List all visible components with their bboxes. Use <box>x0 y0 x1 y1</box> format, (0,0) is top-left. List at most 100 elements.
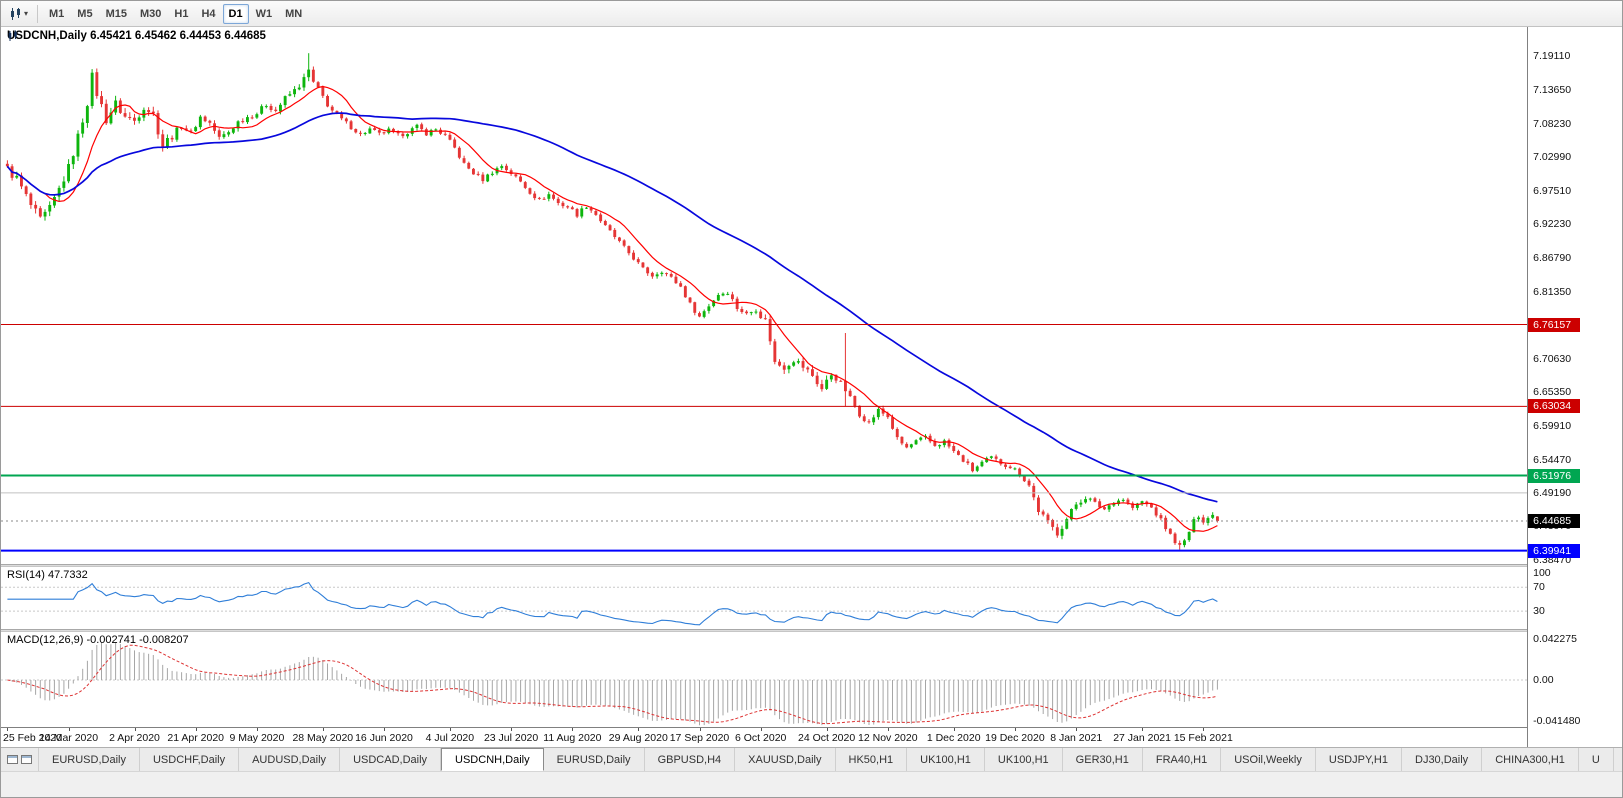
candle <box>1211 512 1215 520</box>
macd-panel[interactable]: MACD(12,26,9) -0.002741 -0.008207 <box>1 632 1528 727</box>
rsi-plot[interactable] <box>1 567 1528 629</box>
candle <box>241 118 245 124</box>
chart-title: USDCNH,Daily 6.45421 6.45462 6.44453 6.4… <box>7 30 266 42</box>
price-tick-label: 6.54470 <box>1533 453 1572 466</box>
date-tick <box>887 728 889 731</box>
date-tick <box>1076 728 1078 731</box>
date-label: 6 Oct 2020 <box>735 732 787 744</box>
candle <box>109 107 113 125</box>
macd-plot[interactable] <box>1 632 1528 727</box>
candlestick-plot[interactable] <box>1 27 1528 564</box>
tf-button-m5[interactable]: M5 <box>77 7 93 20</box>
candle <box>217 128 221 140</box>
tf-button-w1[interactable]: W1 <box>255 7 273 20</box>
candle <box>716 292 720 302</box>
tab-icons <box>1 748 39 771</box>
window-cascade-icon[interactable] <box>7 755 18 764</box>
date-axis[interactable]: 25 Feb 2020 14 Mar 2020 2 Apr 2020 21 Apr 2… <box>1 727 1528 747</box>
tab-audusd-daily[interactable]: AUDUSD,Daily <box>239 748 341 771</box>
tab-usoil-weekly[interactable]: USOil,Weekly <box>1221 748 1316 771</box>
tf-button-h1[interactable]: H1 <box>174 7 189 20</box>
rsi-tick-label: 100 <box>1533 567 1551 579</box>
date-label: 12 Nov 2020 <box>858 732 918 744</box>
candle <box>344 117 348 124</box>
candle <box>198 114 202 130</box>
tf-button-m1[interactable]: M1 <box>49 7 65 20</box>
tab-eurusd-daily[interactable]: EURUSD,Daily <box>39 748 140 771</box>
candle <box>1168 528 1172 535</box>
candle <box>283 95 287 108</box>
candle <box>1055 523 1059 538</box>
candle <box>585 207 588 209</box>
price-tick-label: 6.92230 <box>1533 218 1572 231</box>
chart-type-button[interactable]: ▾ <box>5 4 32 24</box>
tf-button-m15[interactable]: M15 <box>105 7 127 20</box>
candle <box>1013 467 1017 471</box>
tab-u[interactable]: U <box>1579 748 1614 771</box>
candle <box>688 297 692 304</box>
candle <box>514 173 518 178</box>
candle <box>523 181 527 190</box>
panel-splitter[interactable] <box>1 564 1528 567</box>
price-tick-label: 7.13650 <box>1533 84 1572 97</box>
candle <box>848 388 852 397</box>
candle <box>909 443 913 449</box>
candle <box>293 86 296 98</box>
panel-splitter[interactable] <box>1 629 1528 632</box>
candle <box>137 115 141 124</box>
tab-uk100-h1[interactable]: UK100,H1 <box>907 748 985 771</box>
candle <box>100 91 103 108</box>
candle <box>429 128 433 137</box>
candle <box>349 119 353 130</box>
tab-fra40-h1[interactable]: FRA40,H1 <box>1143 748 1222 771</box>
price-tick-label: 6.65350 <box>1533 386 1572 398</box>
tab-uk100-h1[interactable]: UK100,H1 <box>985 748 1063 771</box>
candle <box>236 120 240 132</box>
chart-tabs-bar: EURUSD,Daily USDCHF,Daily AUDUSD,Daily USDC… <box>1 747 1622 771</box>
tab-usdchf-daily[interactable]: USDCHF,Daily <box>140 748 240 771</box>
main-chart-panel[interactable]: USDCNH,Daily 6.45421 6.45462 6.44453 6.4… <box>1 27 1528 564</box>
candle <box>994 454 998 462</box>
resistance-line-upper-badge: 6.76157 <box>1528 317 1581 332</box>
tf-button-m30[interactable]: M30 <box>139 7 162 20</box>
candle <box>156 110 160 139</box>
candle <box>38 206 42 218</box>
candle <box>980 460 984 468</box>
tab-xauusd-daily[interactable]: XAUUSD,Daily <box>735 748 836 771</box>
candle <box>665 272 668 277</box>
tf-button-mn[interactable]: MN <box>285 7 303 20</box>
candle <box>731 291 734 302</box>
tab-eurusd-daily[interactable]: EURUSD,Daily <box>544 748 645 771</box>
tab-hk50-h1[interactable]: HK50,H1 <box>836 748 908 771</box>
rsi-panel[interactable]: RSI(14) 47.7332 <box>1 567 1528 629</box>
candle <box>1216 516 1219 523</box>
candle <box>919 436 923 442</box>
price-tick-label: 6.97510 <box>1533 185 1572 198</box>
rsi-label: RSI(14) 47.7332 <box>7 569 88 581</box>
tab-gbpusd-h4[interactable]: GBPUSD,H4 <box>645 748 736 771</box>
caret-down-icon: ▾ <box>24 9 29 18</box>
tf-button-d1[interactable]: D1 <box>222 3 249 24</box>
tab-dj30-daily[interactable]: DJ30,Daily <box>1402 748 1483 771</box>
candle <box>1084 496 1087 504</box>
window-tile-icon[interactable] <box>21 755 32 764</box>
tab-usdjpy-h1[interactable]: USDJPY,H1 <box>1316 748 1402 771</box>
date-label: 28 May 2020 <box>292 732 354 744</box>
price-tick-label: 6.81350 <box>1533 286 1572 299</box>
candle <box>1201 514 1205 525</box>
candle <box>787 364 791 374</box>
candle <box>975 465 979 473</box>
tab-usdcad-daily[interactable]: USDCAD,Daily <box>340 748 442 771</box>
candle <box>862 414 866 423</box>
candle <box>566 205 570 209</box>
candle <box>547 191 551 202</box>
tab-china300-h1[interactable]: CHINA300,H1 <box>1482 748 1579 771</box>
date-label: 25 Feb 2020 <box>3 732 62 744</box>
timeframe-buttons: M1 M5 M15 M30 H1 H4 D1 W1 MN <box>43 3 308 24</box>
date-tick <box>256 728 258 731</box>
price-axis[interactable]: 7.19110 7.13650 7.08230 7.02990 6.97510 6.922… <box>1527 27 1622 747</box>
tab-usdcnh-daily[interactable]: USDCNH,Daily <box>441 748 544 771</box>
candlestick-chart-icon <box>11 7 20 20</box>
tf-button-h4[interactable]: H4 <box>201 7 216 20</box>
tab-ger30-h1[interactable]: GER30,H1 <box>1063 748 1143 771</box>
